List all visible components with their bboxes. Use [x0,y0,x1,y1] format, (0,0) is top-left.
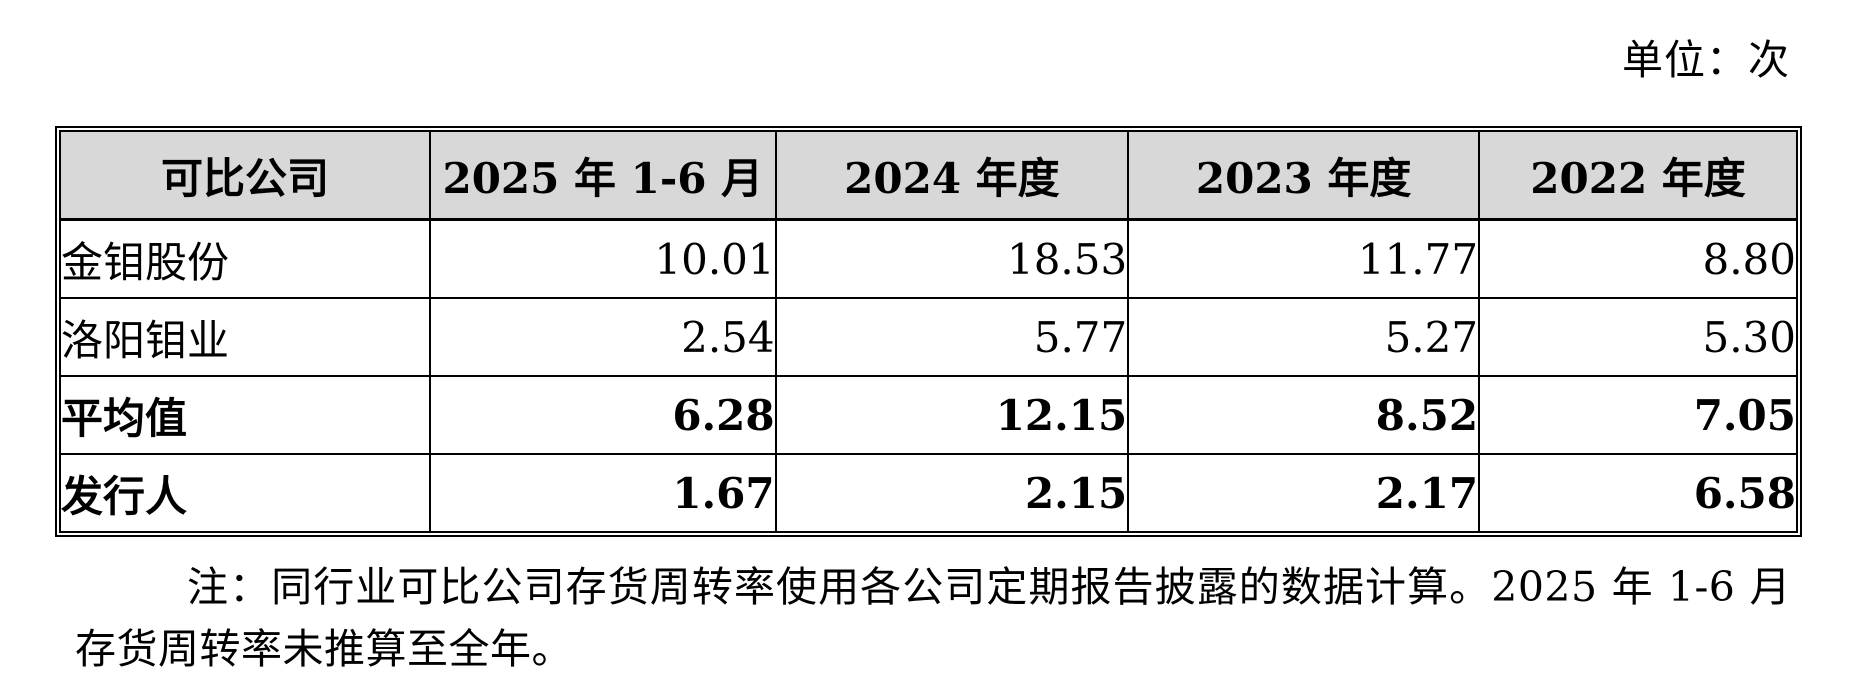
table-cell: 12.15 [774,375,1130,455]
table-cell: 5.30 [1478,297,1798,377]
header-cell-2023: 2023 年度 [1127,130,1481,221]
table-cell: 6.28 [428,375,777,455]
table-cell: 5.77 [774,297,1130,377]
header-cell-2022: 2022 年度 [1478,130,1798,221]
table-cell: 8.52 [1127,375,1481,455]
table-cell: 8.80 [1478,218,1798,299]
inventory-turnover-table: 可比公司 2025 年 1-6 月 2024 年度 2023 年度 2022 年… [59,130,1798,533]
table-header: 可比公司 2025 年 1-6 月 2024 年度 2023 年度 2022 年… [59,130,1798,221]
row-label: 金钼股份 [59,218,431,299]
table-row-average: 平均值 6.28 12.15 8.52 7.05 [59,375,1798,455]
table-cell: 10.01 [428,218,777,299]
table-cell: 7.05 [1478,375,1798,455]
table-body: 金钼股份 10.01 18.53 11.77 8.80 洛阳钼业 2.54 5.… [59,218,1798,533]
table-row-issuer: 发行人 1.67 2.15 2.17 6.58 [59,453,1798,533]
table-cell: 1.67 [428,453,777,533]
unit-label: 单位：次 [1622,36,1790,84]
table-cell: 2.17 [1127,453,1481,533]
table-cell: 2.54 [428,297,777,377]
table-row: 洛阳钼业 2.54 5.77 5.27 5.30 [59,297,1798,377]
row-label: 平均值 [59,375,431,455]
table-cell: 2.15 [774,453,1130,533]
table-cell: 5.27 [1127,297,1481,377]
header-cell-2025h1: 2025 年 1-6 月 [428,130,777,221]
header-cell-company: 可比公司 [59,130,431,221]
header-cell-2024: 2024 年度 [774,130,1130,221]
table-row: 金钼股份 10.01 18.53 11.77 8.80 [59,218,1798,299]
table-cell: 11.77 [1127,218,1481,299]
table-cell: 18.53 [774,218,1130,299]
header-row: 可比公司 2025 年 1-6 月 2024 年度 2023 年度 2022 年… [59,130,1798,221]
footnote: 注：同行业可比公司存货周转率使用各公司定期报告披露的数据计算。2025 年 1-… [75,563,1791,673]
row-label: 发行人 [59,453,431,533]
comparison-table-wrapper: 可比公司 2025 年 1-6 月 2024 年度 2023 年度 2022 年… [55,126,1802,537]
table-cell: 6.58 [1478,453,1798,533]
row-label: 洛阳钼业 [59,297,431,377]
